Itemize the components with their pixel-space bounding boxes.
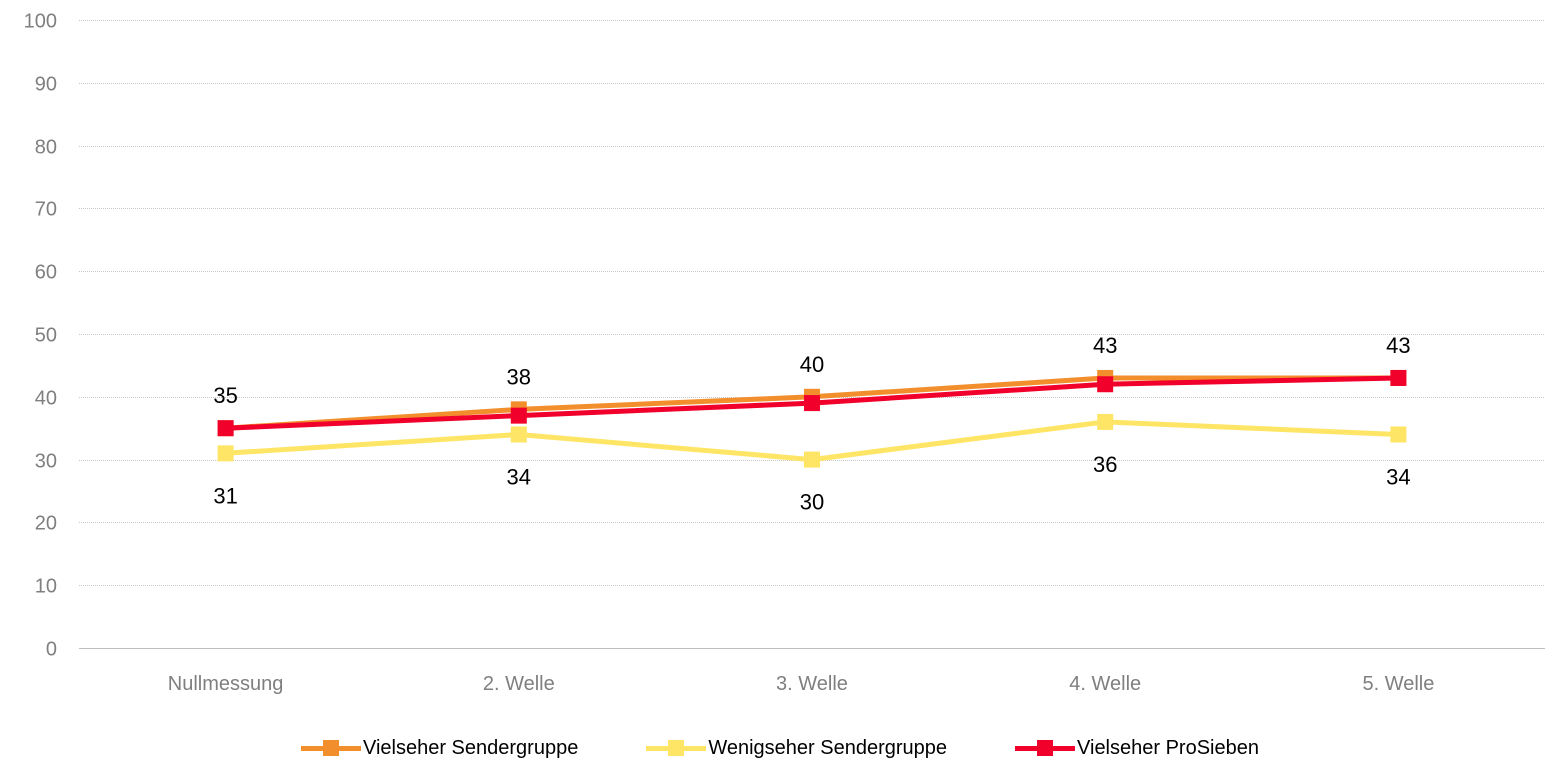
gridlines <box>79 20 1545 649</box>
x-tick-label: 5. Welle <box>1362 673 1434 695</box>
data-label: 30 <box>800 490 824 515</box>
data-point <box>217 420 234 437</box>
data-label: 38 <box>507 364 531 389</box>
series-2 <box>217 369 1407 437</box>
legend-label: Vielseher Sendergruppe <box>362 736 579 759</box>
data-point <box>1097 376 1114 393</box>
legend-item: Vielseher Sendergruppe <box>300 736 579 760</box>
y-tick-label: 70 <box>35 199 57 221</box>
data-point <box>804 451 820 468</box>
legend-marker <box>322 740 339 756</box>
data-point <box>1390 369 1407 386</box>
data-label: 43 <box>1093 333 1117 358</box>
data-label: 34 <box>507 464 531 489</box>
y-tick-label: 20 <box>35 513 57 535</box>
y-tick-label: 40 <box>35 388 57 410</box>
data-point <box>217 445 234 462</box>
y-axis: 0 10 20 30 40 50 60 70 80 90 100 <box>24 11 57 661</box>
x-tick-label: 3. Welle <box>776 673 848 695</box>
data-point <box>510 426 527 443</box>
data-point <box>510 407 527 424</box>
legend-item: Vielseher ProSieben <box>1015 737 1259 760</box>
legend-label: Vielseher ProSieben <box>1077 736 1259 759</box>
legend-marker <box>1037 740 1054 756</box>
data-label: 36 <box>1093 452 1117 477</box>
legend-item: Wenigseher Sendergruppe <box>646 737 947 760</box>
x-tick-label: 2. Welle <box>483 673 555 695</box>
y-tick-label: 90 <box>35 74 57 96</box>
data-point <box>1097 413 1114 430</box>
y-tick-label: 0 <box>46 639 57 661</box>
data-label: 31 <box>213 483 237 508</box>
y-tick-label: 10 <box>35 576 57 598</box>
series-1 <box>217 413 1407 468</box>
y-tick-label: 60 <box>35 262 57 284</box>
legend-swatch <box>1015 739 1076 757</box>
legend: Vielseher Sendergruppe Wenigseher Senderg… <box>0 733 1560 763</box>
y-tick-label: 80 <box>35 137 57 159</box>
legend-swatch <box>300 739 361 757</box>
data-label: 40 <box>800 352 824 377</box>
y-tick-label: 50 <box>35 325 57 347</box>
x-tick-label: Nullmessung <box>168 673 284 695</box>
y-tick-label: 100 <box>24 11 57 33</box>
legend-marker <box>668 740 685 756</box>
data-label: 35 <box>213 383 237 408</box>
series-layer <box>217 369 1407 468</box>
legend-label: Wenigseher Sendergruppe <box>708 736 948 759</box>
legend-swatch <box>646 739 707 757</box>
y-tick-label: 30 <box>35 451 57 473</box>
data-label: 34 <box>1386 464 1410 489</box>
x-axis: Nullmessung 2. Welle 3. Welle 4. Welle 5. We… <box>168 673 1435 695</box>
x-tick-label: 4. Welle <box>1069 673 1141 695</box>
data-labels: 35 38 40 43 43 31 34 30 36 34 <box>213 333 1410 515</box>
data-point <box>1390 426 1407 443</box>
data-label: 43 <box>1386 333 1410 358</box>
data-point <box>804 395 820 412</box>
